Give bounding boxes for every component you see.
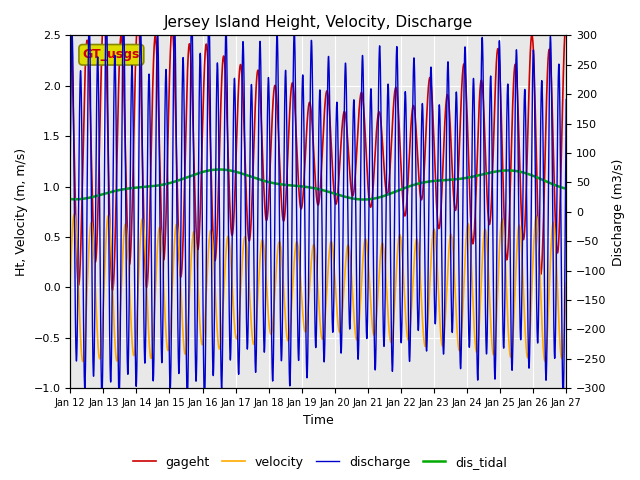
discharge: [563, 96, 570, 102]
Line: dis_tidal: dis_tidal: [70, 169, 566, 200]
dis_tidal: [563, 186, 570, 192]
gageht: [563, 22, 570, 27]
dis_tidal: [360, 197, 367, 203]
velocity: [536, 254, 543, 260]
dis_tidal: [541, 178, 549, 184]
gageht: [109, 288, 116, 293]
velocity: [70, 212, 78, 217]
dis_tidal: [67, 196, 74, 202]
dis_tidal: [536, 176, 543, 181]
velocity: [301, 329, 309, 335]
Y-axis label: Discharge (m3/s): Discharge (m3/s): [612, 158, 625, 265]
discharge: [301, 250, 309, 256]
gageht: [301, 156, 309, 162]
velocity: [443, 284, 451, 290]
gageht: [443, 93, 451, 99]
velocity: [67, 275, 74, 281]
velocity: [563, 280, 570, 286]
discharge: [235, 368, 243, 374]
Line: gageht: gageht: [70, 15, 566, 290]
gageht: [541, 138, 549, 144]
discharge: [102, 8, 110, 14]
gageht: [235, 77, 243, 83]
gageht: [429, 112, 436, 118]
discharge: [443, 97, 451, 103]
discharge: [67, 159, 74, 165]
Legend: gageht, velocity, discharge, dis_tidal: gageht, velocity, discharge, dis_tidal: [128, 451, 512, 474]
gageht: [536, 258, 543, 264]
gageht: [67, 20, 74, 26]
velocity: [235, 318, 243, 324]
discharge: [200, 398, 208, 404]
Line: discharge: discharge: [70, 11, 566, 401]
velocity: [429, 230, 436, 236]
X-axis label: Time: Time: [303, 414, 333, 427]
velocity: [79, 359, 86, 364]
dis_tidal: [301, 184, 309, 190]
Title: Jersey Island Height, Velocity, Discharge: Jersey Island Height, Velocity, Discharg…: [164, 15, 473, 30]
discharge: [429, 176, 436, 182]
Y-axis label: Ht, Velocity (m, m/s): Ht, Velocity (m, m/s): [15, 148, 28, 276]
discharge: [536, 245, 543, 251]
dis_tidal: [443, 177, 451, 183]
discharge: [541, 366, 549, 372]
velocity: [541, 357, 549, 362]
dis_tidal: [429, 178, 436, 184]
dis_tidal: [216, 167, 223, 172]
Line: velocity: velocity: [70, 215, 566, 361]
dis_tidal: [235, 170, 243, 176]
gageht: [100, 12, 108, 18]
Text: GT_usgs: GT_usgs: [83, 48, 140, 61]
